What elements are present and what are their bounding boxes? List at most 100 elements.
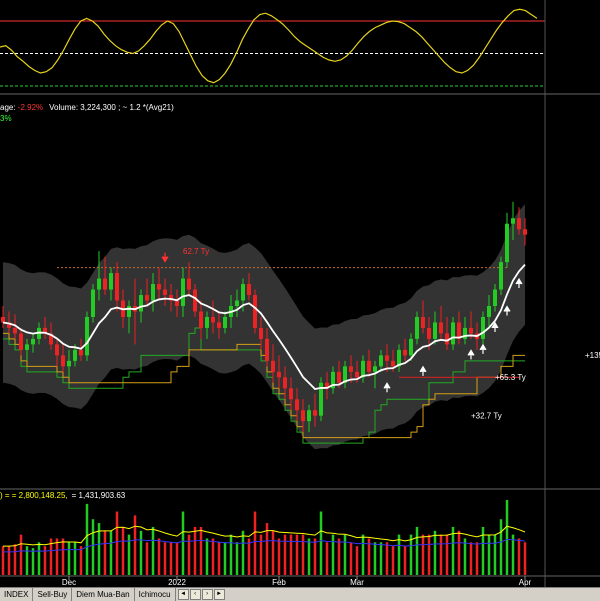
sell-arrow-icon xyxy=(161,252,169,263)
prev-icon[interactable]: ‹ xyxy=(189,589,201,600)
candle-body xyxy=(385,355,389,361)
candle xyxy=(109,267,113,301)
candle xyxy=(301,399,305,433)
info-line-2: 3% xyxy=(0,114,12,123)
candle-body xyxy=(481,316,485,339)
candle-body xyxy=(175,300,179,306)
candle-body xyxy=(109,273,113,290)
candle-body xyxy=(319,382,323,416)
candle-body xyxy=(517,218,521,230)
buy-arrow-icon xyxy=(515,277,523,289)
candle-body xyxy=(211,316,215,323)
candle-body xyxy=(259,327,263,339)
support-line-2 xyxy=(3,332,525,439)
candle-body xyxy=(253,295,257,328)
candle xyxy=(277,355,281,389)
candle-body xyxy=(361,360,365,378)
candle xyxy=(169,284,173,312)
candle-body xyxy=(457,322,461,339)
candle-body xyxy=(493,289,497,306)
candle xyxy=(445,316,449,350)
buy-arrow-icon xyxy=(419,365,427,376)
candle-body xyxy=(241,284,245,301)
price-panel: 62.7 Ty+129.9 Ty+128.9 Ty+135.6 Ty+65.3 … xyxy=(1,201,600,450)
candle xyxy=(523,218,527,246)
candle xyxy=(157,267,161,301)
candle xyxy=(193,284,197,317)
candle xyxy=(79,338,83,361)
candle xyxy=(205,311,209,339)
x-axis: Dec 2022 Feb Mar Apr xyxy=(62,576,532,587)
candle xyxy=(253,289,257,334)
candle-body xyxy=(7,322,11,328)
candle-body xyxy=(439,322,443,334)
candle xyxy=(283,366,287,400)
candle xyxy=(145,278,149,306)
oscillator-panel xyxy=(0,8,545,87)
candle-body xyxy=(13,327,17,334)
sheet-tab[interactable]: INDEX xyxy=(0,588,34,601)
candle xyxy=(61,344,65,372)
sheet-tab[interactable]: Sell-Buy xyxy=(33,588,73,601)
candle-body xyxy=(277,371,281,378)
signal-label: +32.7 Ty xyxy=(471,411,502,420)
candle xyxy=(487,295,491,328)
candle-body xyxy=(283,377,287,389)
candle-body xyxy=(223,316,227,328)
last-icon[interactable]: ► xyxy=(213,589,225,600)
candle xyxy=(451,316,455,350)
signal-label: +65.3 Ty xyxy=(495,373,526,382)
candle xyxy=(319,377,323,422)
candle xyxy=(397,344,401,372)
candle-body xyxy=(355,371,359,378)
first-icon[interactable]: ◄ xyxy=(177,589,189,600)
sheet-tab[interactable]: Ichimocu xyxy=(134,588,176,601)
candle xyxy=(373,360,377,389)
candle-body xyxy=(415,316,419,339)
next-icon[interactable]: › xyxy=(201,589,213,600)
candle-body xyxy=(271,360,275,372)
candle xyxy=(457,311,461,345)
buy-arrow-icon xyxy=(491,321,499,332)
candle xyxy=(7,311,11,334)
candle xyxy=(199,300,203,339)
candle-body xyxy=(295,399,299,411)
candle xyxy=(433,311,437,345)
candle-body xyxy=(451,322,455,345)
candle-body xyxy=(115,273,119,301)
candle xyxy=(367,349,371,378)
candle xyxy=(85,311,89,361)
candle-body xyxy=(505,223,509,263)
volume-legend: ) = = 2,800,148.25, = 1,431,903.63 xyxy=(0,491,126,500)
signal-label: 62.7 Ty xyxy=(183,247,209,256)
candle-body xyxy=(325,382,329,389)
candle-body xyxy=(79,349,83,356)
candle-body xyxy=(91,289,95,317)
candle xyxy=(379,349,383,372)
candle-body xyxy=(157,284,161,290)
candle xyxy=(97,251,101,301)
candle xyxy=(481,311,485,345)
candle-body xyxy=(433,322,437,339)
candle xyxy=(313,393,317,427)
candle-body xyxy=(43,327,47,334)
signal-label: +135.6 Ty xyxy=(585,351,600,360)
candle xyxy=(307,404,311,433)
x-tick-label: Dec xyxy=(62,578,76,587)
candle-body xyxy=(85,316,89,356)
sheet-tab[interactable]: Diem Mua-Ban xyxy=(72,588,135,601)
buy-arrow-icon xyxy=(503,305,511,316)
candle-body xyxy=(199,311,203,328)
candle-body xyxy=(181,278,185,306)
candle xyxy=(43,316,47,339)
candle xyxy=(127,300,131,334)
candle xyxy=(187,262,191,296)
candle-body xyxy=(265,338,269,361)
candle-body xyxy=(349,366,353,372)
candle xyxy=(265,327,269,367)
candle-body xyxy=(301,410,305,422)
candle xyxy=(247,273,251,301)
candle-body xyxy=(307,410,311,422)
candle-body xyxy=(289,388,293,400)
